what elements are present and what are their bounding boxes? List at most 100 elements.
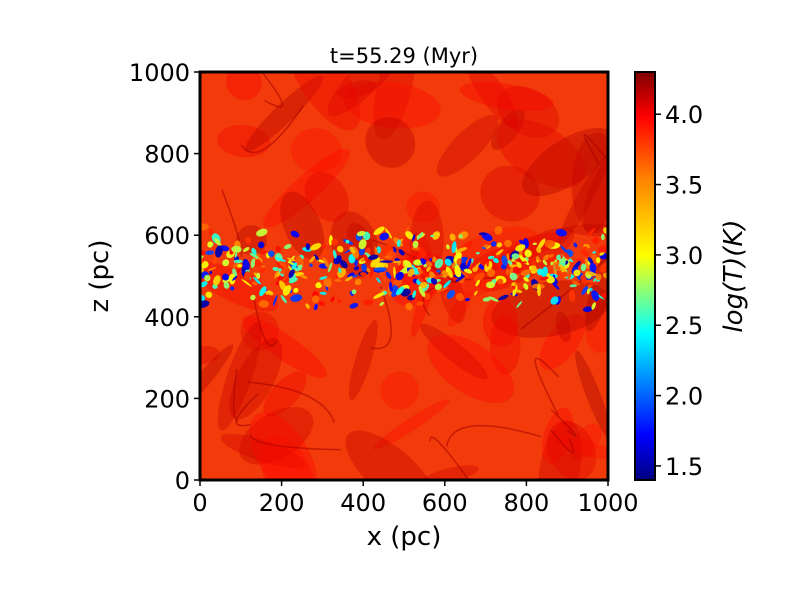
shock-filament — [260, 72, 284, 108]
cold-gas-clump — [595, 257, 601, 264]
cold-gas-clump — [477, 295, 487, 301]
cold-gas-clump — [334, 278, 342, 283]
cold-gas-clump — [536, 284, 542, 297]
cold-gas-clump — [486, 245, 491, 249]
cold-gas-clump — [422, 283, 430, 292]
y-tick-label: 400 — [144, 304, 190, 332]
hot-gas-structure — [344, 82, 441, 129]
cold-gas-clump — [288, 277, 298, 284]
cold-gas-clump — [572, 280, 580, 286]
cold-gas-clump — [200, 250, 206, 256]
cold-gas-clump — [433, 273, 444, 279]
cold-gas-clump — [380, 260, 393, 263]
cold-gas-clump — [555, 229, 567, 237]
cold-gas-clump — [256, 228, 268, 237]
cold-gas-clump — [477, 263, 485, 270]
cold-gas-clump — [237, 263, 243, 268]
cold-gas-clump — [337, 299, 342, 303]
cold-gas-clump — [413, 259, 421, 265]
cold-gas-clump — [275, 261, 284, 270]
colorbar-axis: 1.5 2.0 2.5 3.0 3.5 4.0 — [655, 101, 703, 481]
colorbar-tick-label: 2.0 — [665, 383, 703, 411]
y-tick-label: 200 — [144, 385, 190, 413]
cold-gas-clump — [454, 265, 462, 278]
hot-gas-structure — [575, 350, 608, 440]
cold-gas-clump — [585, 271, 598, 277]
hot-gas-structure — [482, 298, 519, 347]
cold-gas-clump — [363, 299, 374, 306]
cold-gas-clump — [265, 290, 270, 295]
colorbar-tick-label: 2.5 — [665, 312, 703, 340]
shock-filament — [247, 381, 336, 423]
cold-gas-clump — [214, 237, 222, 247]
cold-gas-clump — [508, 264, 518, 268]
cold-gas-clump — [407, 253, 415, 261]
cold-gas-clump — [379, 232, 389, 241]
cold-gas-clump — [356, 230, 366, 237]
texture-layer — [200, 72, 608, 480]
cold-gas-clump — [384, 255, 391, 259]
cold-gas-clump — [231, 245, 242, 253]
cold-gas-clump — [475, 279, 480, 287]
cold-gas-clump — [556, 254, 561, 261]
cold-gas-clump — [349, 302, 359, 309]
cold-gas-clump — [290, 294, 303, 302]
y-axis-label: z (pc) — [85, 240, 115, 313]
cold-gas-clump — [566, 267, 572, 280]
cold-gas-clump — [358, 247, 365, 256]
cold-gas-clump — [385, 271, 392, 280]
cold-gas-clump — [268, 250, 275, 257]
cold-gas-clump — [455, 247, 468, 253]
cold-gas-clump — [537, 238, 546, 250]
cold-gas-clump — [222, 273, 229, 281]
cold-gas-clump — [458, 234, 463, 238]
shock-filament — [240, 105, 304, 154]
shock-filament — [249, 434, 341, 451]
hot-gas-structure — [491, 108, 525, 150]
cold-gas-clump — [396, 239, 401, 248]
hot-gas-structure — [553, 436, 608, 460]
cold-gas-clump — [412, 240, 419, 248]
cold-gas-clump — [451, 241, 457, 254]
cold-gas-clump — [253, 276, 262, 285]
cold-gas-clump — [583, 246, 588, 251]
hot-gas-structure — [217, 124, 271, 158]
cold-gas-clump — [592, 236, 600, 245]
cold-gas-clump — [485, 281, 496, 289]
cold-gas-clump — [213, 275, 221, 286]
cold-gas-clump — [542, 259, 548, 266]
cold-gas-clump — [358, 239, 367, 250]
cold-gas-clump — [430, 277, 438, 285]
cold-gas-clump — [444, 258, 452, 267]
cold-gas-clump — [290, 230, 300, 238]
cold-gas-clump — [311, 295, 320, 304]
cold-gas-clump — [366, 267, 371, 273]
cold-gas-clump — [580, 274, 587, 285]
hot-gas-structure — [373, 72, 415, 140]
cold-gas-clump — [463, 267, 473, 274]
cold-gas-clump — [494, 225, 503, 235]
hot-gas-structure — [229, 337, 283, 420]
cold-gas-clump — [515, 289, 523, 294]
cold-gas-clump — [586, 288, 590, 295]
cold-gas-clump — [309, 256, 316, 263]
cold-gas-clump — [496, 242, 503, 248]
shock-filament — [429, 436, 470, 480]
cold-gas-clump — [381, 244, 392, 255]
hot-gas-structure — [584, 301, 608, 353]
cold-gas-clump — [373, 226, 385, 236]
shock-filament — [446, 424, 542, 447]
hot-gas-structure — [421, 465, 479, 480]
cold-gas-clump — [209, 228, 213, 235]
cold-gas-clump — [275, 257, 286, 262]
hot-gas-structure — [491, 280, 608, 338]
cold-gas-clump — [581, 250, 589, 257]
cold-gas-clump — [550, 259, 557, 266]
cold-gas-clump — [559, 264, 567, 273]
cold-gas-clump — [370, 257, 381, 268]
temperature-map — [200, 72, 608, 480]
cold-gas-clump — [460, 270, 469, 278]
cold-gas-clump — [446, 289, 456, 299]
cold-gas-clump — [499, 283, 505, 289]
